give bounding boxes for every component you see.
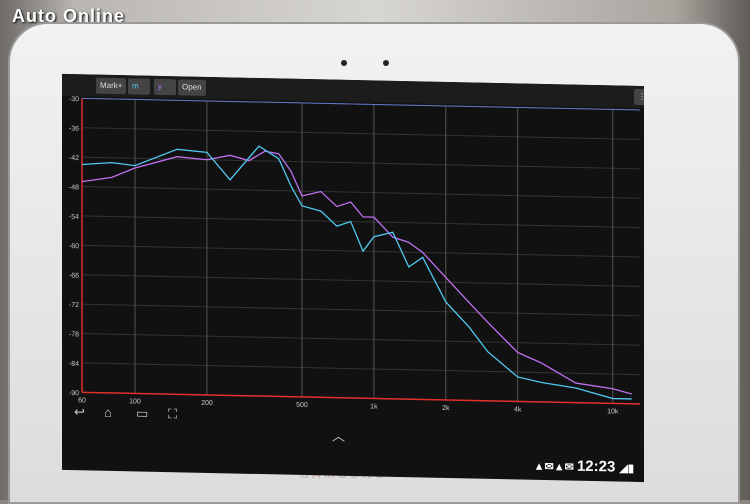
tablet-screen: Mark+ m y Open ⋮ -30 -36 -42 -48 -54 -60 -66 -7… [62,73,644,483]
x-tick-label: 200 [201,400,213,407]
home-icon[interactable]: ⌂ [104,404,112,420]
x-axis [82,391,640,405]
x-tick-label: 4k [514,406,522,413]
status-bar: ▲✉▲✉ 12:23 ◢▮ [534,457,634,476]
y-gridline [82,127,640,140]
y-gridline [82,333,640,346]
y-tick-label: -42 [69,155,79,162]
x-tick-label: 10k [607,408,619,415]
y-tick-label: -90 [69,390,79,397]
clock: 12:23 [576,457,616,476]
y-tick-label: -78 [69,331,79,338]
y-gridline [82,362,640,376]
y-tick-label: -48 [69,184,79,191]
series-line-1 [81,150,632,395]
x-tick-label: 100 [129,398,141,405]
y-tick-label: -54 [69,214,79,221]
nav-bar: ↩ ⌂ ▭ ⛶ ︿ ▲✉▲✉ 12:23 ◢▮ [62,404,644,482]
screenshot-icon[interactable]: ⛶ [168,406,178,422]
mark-button[interactable]: Mark+ [96,77,127,95]
x-tick-label: 1k [370,403,378,410]
y-gridline [82,274,640,287]
watermark: Auto Online [12,6,125,26]
y-tick-label: -30 [69,96,79,103]
open-button[interactable]: Open [178,79,206,96]
x-tick-label: 2k [442,405,450,412]
sensor-dot [341,60,347,66]
x-tick-label: 60 [78,397,86,404]
recent-apps-icon[interactable]: ▭ [136,405,149,421]
back-icon[interactable]: ↩ [74,404,85,420]
y-gridline [82,303,640,317]
overflow-menu-icon[interactable]: ⋮ [634,88,644,106]
y-gridline [82,215,640,229]
y-tick-label: -72 [69,302,79,309]
y-tick-label: -36 [69,125,79,132]
y-gridline [82,186,640,199]
x-tick-label: 500 [296,402,308,409]
top-border [82,97,640,111]
y-button[interactable]: y [154,78,176,96]
y-gridline [82,156,640,170]
series-line-2 [81,145,632,400]
camera-icon [383,60,389,66]
y-tick-label: -66 [69,272,79,279]
y-tick-label: -60 [69,243,79,250]
signal-icon: ◢▮ [619,462,634,475]
notification-icons: ▲✉▲✉ [533,460,577,474]
chevron-up-icon[interactable]: ︿ [332,428,346,444]
m-button[interactable]: m [128,78,150,95]
y-tick-label: -84 [69,361,79,368]
y-gridline [82,244,640,258]
